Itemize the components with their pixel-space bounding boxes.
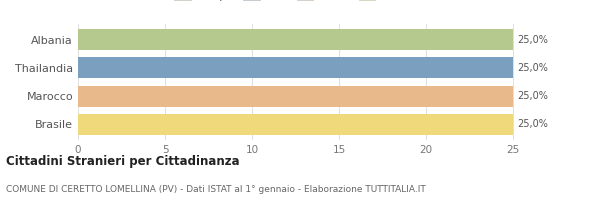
Bar: [78, 57, 513, 78]
Bar: [78, 86, 513, 107]
Text: 25,0%: 25,0%: [517, 63, 548, 73]
Legend: Europa, Asia, Africa, America: Europa, Asia, Africa, America: [170, 0, 430, 5]
Text: 25,0%: 25,0%: [517, 119, 548, 129]
Bar: [78, 114, 513, 135]
Text: 25,0%: 25,0%: [517, 91, 548, 101]
Text: Cittadini Stranieri per Cittadinanza: Cittadini Stranieri per Cittadinanza: [6, 155, 239, 168]
Text: COMUNE DI CERETTO LOMELLINA (PV) - Dati ISTAT al 1° gennaio - Elaborazione TUTTI: COMUNE DI CERETTO LOMELLINA (PV) - Dati …: [6, 185, 426, 194]
Bar: [78, 29, 513, 50]
Text: 25,0%: 25,0%: [517, 35, 548, 45]
